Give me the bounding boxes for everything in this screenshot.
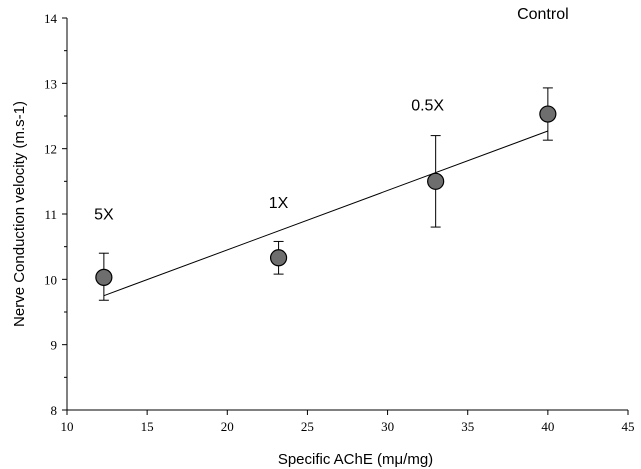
x-tick-label: 30 bbox=[381, 419, 394, 434]
x-tick-label: 25 bbox=[301, 419, 314, 434]
y-tick-label: 9 bbox=[51, 338, 58, 353]
data-point bbox=[539, 105, 557, 123]
data-marks: 5X 1X 0.5X Control bbox=[94, 6, 569, 301]
x-axis-title: Specific AChE (mμ/mg) bbox=[278, 451, 433, 468]
x-tick-label: 10 bbox=[61, 419, 74, 434]
data-point bbox=[269, 249, 288, 267]
y-tick-label: 10 bbox=[44, 272, 57, 287]
y-tick-label: 14 bbox=[44, 11, 58, 26]
x-tick-label: 45 bbox=[622, 419, 635, 434]
x-tick-label: 40 bbox=[541, 419, 554, 434]
point-label: 1X bbox=[269, 195, 289, 212]
y-tick-label: 11 bbox=[44, 207, 57, 222]
y-tick-label: 12 bbox=[44, 142, 57, 157]
point-label: 5X bbox=[94, 206, 114, 223]
y-tick-label: 8 bbox=[51, 403, 58, 418]
point-label: Control bbox=[517, 6, 569, 23]
data-point bbox=[95, 268, 113, 286]
axes: 8 9 10 11 12 13 14 10 15 20 25 30 35 40 45 bbox=[44, 11, 635, 434]
x-tick-label: 20 bbox=[221, 419, 234, 434]
y-tick-label: 13 bbox=[44, 76, 57, 91]
trendline bbox=[103, 130, 549, 297]
data-point bbox=[427, 172, 445, 190]
x-tick-label: 15 bbox=[141, 419, 154, 434]
point-label: 0.5X bbox=[411, 97, 444, 114]
y-axis-title: Nerve Conduction velocity (m.s-1) bbox=[11, 101, 28, 327]
x-tick-label: 35 bbox=[461, 419, 474, 434]
